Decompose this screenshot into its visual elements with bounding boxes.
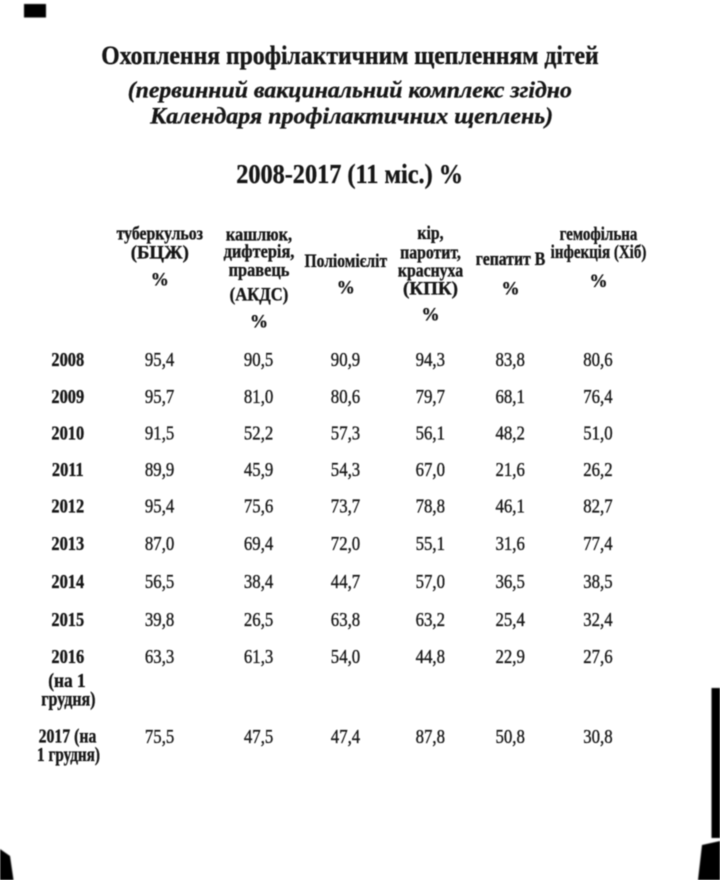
svg-text:%: % — [589, 271, 607, 293]
svg-text:2017 (на: 2017 (на — [39, 725, 97, 747]
svg-text:45,9: 45,9 — [244, 459, 273, 482]
svg-text:77,4: 77,4 — [583, 533, 613, 556]
svg-text:73,7: 73,7 — [331, 495, 360, 518]
svg-text:21,6: 21,6 — [495, 459, 524, 482]
svg-text:48,2: 48,2 — [495, 422, 524, 445]
svg-text:36,5: 36,5 — [495, 571, 524, 594]
svg-text:26,5: 26,5 — [244, 609, 273, 632]
svg-text:%: % — [421, 304, 439, 326]
svg-text:краснуха: краснуха — [398, 259, 463, 281]
svg-text:(КПК): (КПК) — [403, 279, 458, 300]
svg-text:30,8: 30,8 — [583, 725, 612, 748]
svg-text:2015: 2015 — [51, 609, 84, 632]
svg-text:54,0: 54,0 — [331, 646, 360, 669]
svg-text:79,7: 79,7 — [416, 385, 445, 408]
svg-text:2014: 2014 — [51, 570, 84, 593]
svg-text:57,0: 57,0 — [416, 571, 445, 594]
svg-text:61,3: 61,3 — [244, 646, 273, 669]
svg-text:грудня): грудня) — [41, 688, 95, 711]
svg-text:38,5: 38,5 — [583, 571, 612, 594]
svg-text:46,1: 46,1 — [495, 495, 524, 518]
svg-text:2011: 2011 — [52, 458, 84, 481]
svg-text:кашлюк,: кашлюк, — [226, 223, 292, 244]
svg-text:63,3: 63,3 — [145, 646, 174, 669]
svg-text:дифтерія,: дифтерія, — [224, 240, 295, 261]
svg-text:Календаря профілактичних щепле: Календаря профілактичних щеплень) — [149, 104, 553, 130]
svg-text:75,6: 75,6 — [244, 495, 273, 518]
svg-text:2008-2017 (11 міс.) %: 2008-2017 (11 міс.) % — [236, 159, 463, 189]
svg-text:47,4: 47,4 — [331, 725, 361, 748]
svg-text:інфекція (Хіб): інфекція (Хіб) — [551, 241, 647, 262]
svg-text:2013: 2013 — [51, 533, 84, 556]
svg-text:%: % — [151, 269, 169, 291]
svg-text:75,5: 75,5 — [145, 725, 174, 748]
svg-text:56,1: 56,1 — [416, 422, 445, 445]
svg-text:83,8: 83,8 — [495, 349, 524, 372]
svg-text:кір,: кір, — [417, 222, 443, 244]
svg-text:63,2: 63,2 — [416, 609, 445, 632]
svg-text:25,4: 25,4 — [495, 609, 525, 632]
svg-text:Поліомієліт: Поліомієліт — [305, 251, 388, 272]
svg-text:80,6: 80,6 — [331, 385, 360, 408]
svg-text:Охоплення профілактичним щепле: Охоплення профілактичним щепленням дітей — [101, 42, 598, 70]
svg-text:55,1: 55,1 — [416, 533, 445, 556]
svg-text:туберкульоз: туберкульоз — [117, 222, 203, 244]
svg-text:%: % — [501, 278, 519, 300]
svg-text:47,5: 47,5 — [244, 725, 273, 748]
svg-text:90,9: 90,9 — [331, 349, 360, 372]
svg-text:(АКДС): (АКДС) — [230, 283, 289, 305]
svg-text:78,8: 78,8 — [416, 495, 445, 518]
svg-text:57,3: 57,3 — [331, 422, 360, 445]
svg-text:44,8: 44,8 — [416, 646, 445, 669]
svg-text:95,4: 95,4 — [145, 495, 175, 518]
svg-text:%: % — [250, 311, 268, 333]
svg-text:2016: 2016 — [51, 646, 84, 669]
svg-text:67,0: 67,0 — [416, 459, 445, 482]
svg-text:2012: 2012 — [51, 495, 84, 518]
svg-text:95,4: 95,4 — [145, 349, 175, 372]
svg-text:72,0: 72,0 — [331, 533, 360, 556]
svg-text:гемофільна: гемофільна — [560, 223, 638, 244]
svg-text:52,2: 52,2 — [244, 422, 273, 445]
svg-text:50,8: 50,8 — [495, 725, 524, 748]
svg-text:2010: 2010 — [51, 422, 84, 445]
svg-text:91,5: 91,5 — [145, 422, 174, 445]
svg-text:гепатит В: гепатит В — [476, 248, 546, 270]
svg-text:38,4: 38,4 — [244, 571, 274, 594]
svg-text:2009: 2009 — [51, 385, 84, 408]
svg-text:63,8: 63,8 — [331, 609, 360, 632]
svg-text:2008: 2008 — [51, 348, 84, 371]
svg-text:76,4: 76,4 — [583, 385, 613, 408]
svg-text:паротит,: паротит, — [400, 241, 461, 263]
svg-text:27,6: 27,6 — [583, 646, 612, 669]
svg-text:82,7: 82,7 — [583, 495, 612, 518]
svg-text:54,3: 54,3 — [331, 459, 360, 482]
svg-text:81,0: 81,0 — [244, 385, 273, 408]
svg-text:32,4: 32,4 — [583, 609, 613, 632]
svg-text:80,6: 80,6 — [583, 349, 612, 372]
svg-text:(на 1: (на 1 — [48, 670, 85, 692]
svg-text:90,5: 90,5 — [244, 349, 273, 372]
svg-text:22,9: 22,9 — [495, 646, 524, 669]
svg-text:(БЦЖ): (БЦЖ) — [131, 242, 189, 263]
svg-text:правець: правець — [229, 259, 290, 280]
svg-text:95,7: 95,7 — [145, 385, 174, 408]
svg-text:39,8: 39,8 — [145, 609, 174, 632]
svg-text:(первинний вакцинальний компле: (первинний вакцинальний комплекс згідно — [128, 78, 572, 104]
svg-text:26,2: 26,2 — [583, 459, 612, 482]
svg-text:51,0: 51,0 — [583, 422, 612, 445]
svg-text:44,7: 44,7 — [331, 571, 360, 594]
svg-text:1 грудня): 1 грудня) — [37, 743, 100, 765]
svg-text:31,6: 31,6 — [495, 533, 524, 556]
svg-text:94,3: 94,3 — [416, 349, 445, 372]
svg-text:68,1: 68,1 — [495, 385, 524, 408]
svg-text:89,9: 89,9 — [145, 459, 174, 482]
svg-text:69,4: 69,4 — [244, 533, 274, 556]
svg-text:87,0: 87,0 — [145, 533, 174, 556]
svg-text:56,5: 56,5 — [145, 571, 174, 594]
svg-text:%: % — [337, 277, 355, 299]
svg-text:87,8: 87,8 — [416, 725, 445, 748]
